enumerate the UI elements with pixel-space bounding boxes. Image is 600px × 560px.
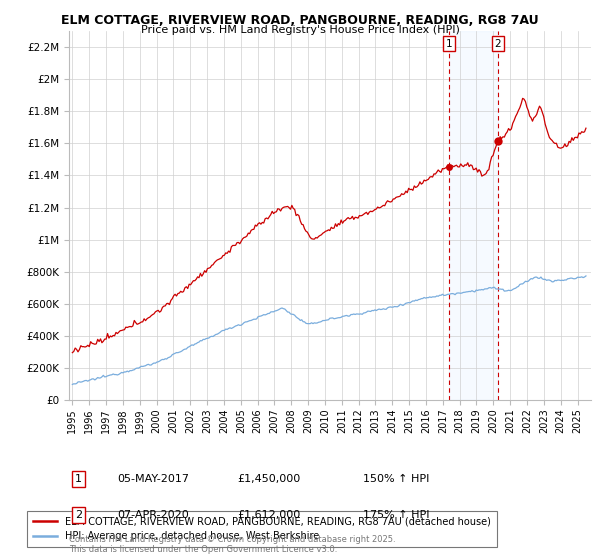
Text: 2: 2 — [75, 510, 82, 520]
Text: 1: 1 — [75, 474, 82, 484]
Text: ELM COTTAGE, RIVERVIEW ROAD, PANGBOURNE, READING, RG8 7AU: ELM COTTAGE, RIVERVIEW ROAD, PANGBOURNE,… — [61, 14, 539, 27]
Text: £1,450,000: £1,450,000 — [237, 474, 300, 484]
Text: 2: 2 — [494, 39, 501, 49]
Text: 07-APR-2020: 07-APR-2020 — [117, 510, 189, 520]
Bar — [449, 31, 498, 400]
Text: 175% ↑ HPI: 175% ↑ HPI — [363, 510, 430, 520]
Text: Price paid vs. HM Land Registry's House Price Index (HPI): Price paid vs. HM Land Registry's House … — [140, 25, 460, 35]
Text: Contains HM Land Registry data © Crown copyright and database right 2025.
This d: Contains HM Land Registry data © Crown c… — [69, 535, 395, 554]
Text: 150% ↑ HPI: 150% ↑ HPI — [363, 474, 430, 484]
Legend: ELM COTTAGE, RIVERVIEW ROAD, PANGBOURNE, READING, RG8 7AU (detached house), HPI:: ELM COTTAGE, RIVERVIEW ROAD, PANGBOURNE,… — [27, 511, 497, 547]
Text: 1: 1 — [445, 39, 452, 49]
Text: £1,612,000: £1,612,000 — [237, 510, 300, 520]
Text: 05-MAY-2017: 05-MAY-2017 — [117, 474, 189, 484]
